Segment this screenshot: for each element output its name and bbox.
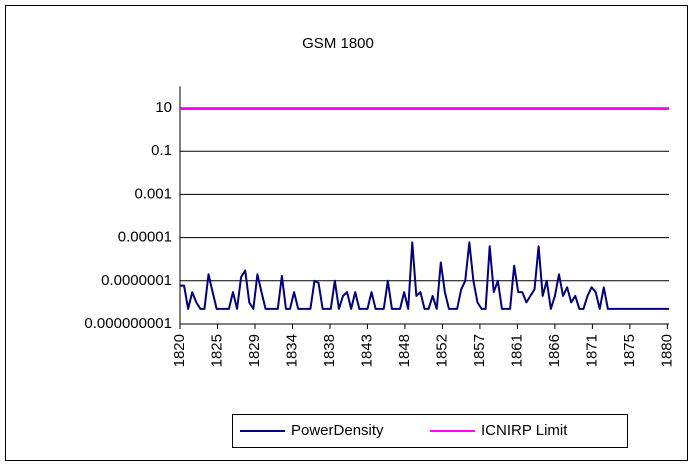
data-line: [180, 241, 669, 310]
y-tick-label: 0.1: [151, 142, 172, 159]
x-tick-label: 1843: [358, 334, 375, 367]
y-tick-label: 0.000000001: [84, 315, 172, 332]
y-tick-label: 0.0000001: [101, 272, 172, 289]
x-tick-label: 1834: [283, 334, 300, 367]
x-tick-label: 1852: [433, 334, 450, 367]
y-tick-label: 0.001: [134, 185, 172, 202]
x-tick-label: 1838: [321, 334, 338, 367]
x-tick-label: 1820: [171, 334, 188, 367]
x-tick-label: 1871: [583, 334, 600, 367]
x-tick-label: 1866: [546, 334, 563, 367]
legend-label: ICNIRP Limit: [481, 422, 568, 439]
x-tick-label: 1880: [658, 334, 675, 367]
x-tick-label: 1861: [508, 334, 525, 367]
legend-label: PowerDensity: [291, 422, 384, 439]
y-tick-label: 0.00001: [118, 229, 172, 246]
chart-title: GSM 1800: [302, 35, 374, 52]
x-tick-label: 1875: [621, 334, 638, 367]
x-tick-label: 1829: [246, 334, 263, 367]
x-tick-label: 1825: [208, 334, 225, 367]
chart-frame: [5, 5, 688, 461]
y-tick-label: 10: [155, 99, 172, 116]
x-tick-label: 1857: [471, 334, 488, 367]
x-tick-label: 1848: [396, 334, 413, 367]
